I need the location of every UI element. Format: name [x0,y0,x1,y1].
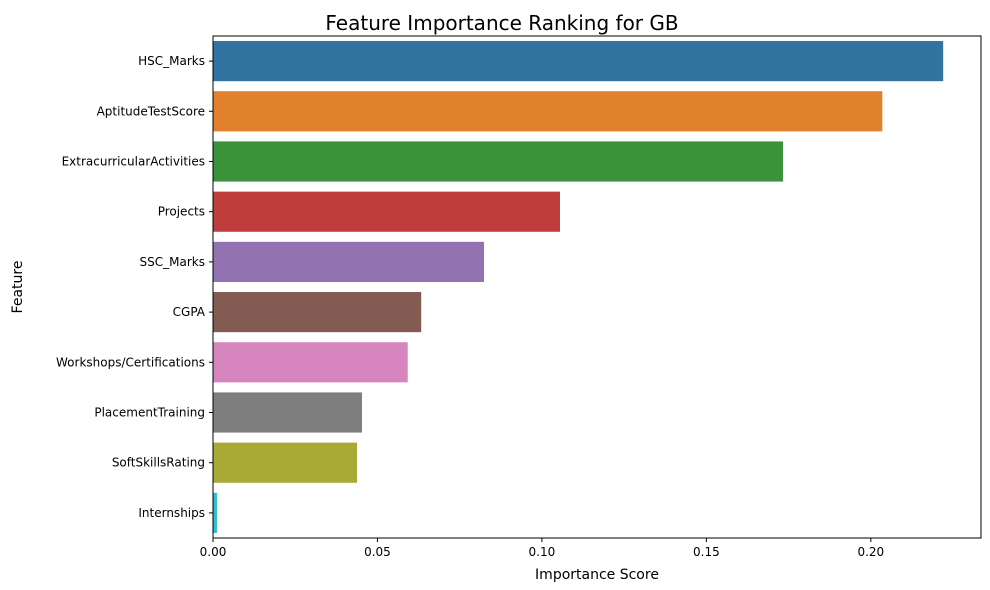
bar-aptitudetestscore [213,91,883,132]
bar-cgpa [213,292,422,333]
y-tick-label: ExtracurricularActivities [62,155,205,169]
y-tick-label: Internships [138,506,205,520]
x-tick-label: 0.20 [857,545,884,559]
y-tick-label: CGPA [173,305,206,319]
y-tick-label: SSC_Marks [140,255,205,269]
bar-hsc-marks [213,41,944,82]
y-tick-label: AptitudeTestScore [97,104,205,118]
x-tick-label: 0.05 [364,545,391,559]
x-tick-label: 0.00 [200,545,227,559]
y-tick-label: PlacementTraining [94,406,205,420]
x-axis-ticks: 0.00 0.05 0.10 0.15 0.20 [200,538,884,559]
y-tick-label: SoftSkillsRating [112,456,205,470]
bar-softskillsrating [213,442,358,483]
plot-frame [212,35,982,539]
bar-placementtraining [213,392,362,433]
bar-extracurricularactivities [213,141,783,182]
y-tick-label: Projects [158,205,205,219]
x-tick-label: 0.15 [693,545,720,559]
y-axis-label: Feature [10,261,26,314]
x-axis-label: Importance Score [535,567,659,583]
bars-group [213,41,944,533]
y-axis-ticks: HSC_Marks AptitudeTestScore Extracurricula… [56,54,213,520]
y-tick-label: Workshops/Certifications [56,355,205,369]
bar-workshops-certifications [213,342,408,383]
bar-internships [213,492,217,533]
x-tick-label: 0.10 [529,545,556,559]
y-tick-label: HSC_Marks [138,54,205,68]
bar-ssc-marks [213,241,485,282]
bar-projects [213,191,560,232]
chart-title: Feature Importance Ranking for GB [325,11,678,35]
